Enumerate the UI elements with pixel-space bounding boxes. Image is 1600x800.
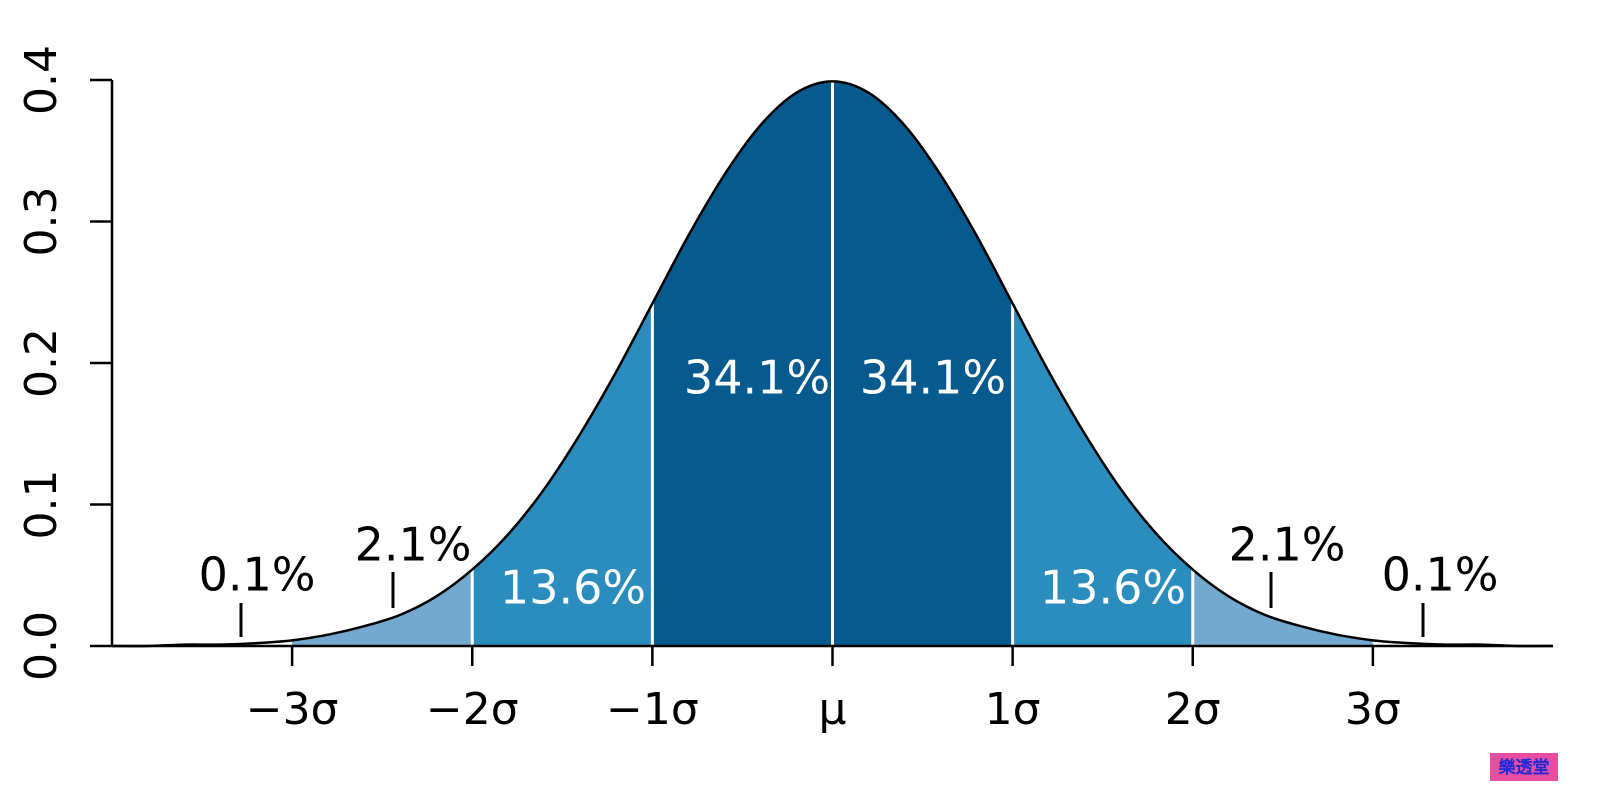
region-label: 13.6% (500, 561, 646, 615)
x-tick-label: 3σ (1345, 684, 1401, 735)
region-label: 34.1% (684, 351, 830, 405)
region-label: 0.1% (199, 548, 316, 602)
y-tick-label: 0.4 (16, 45, 67, 115)
x-tick-label: 1σ (985, 684, 1041, 735)
density-curve (111, 80, 1554, 648)
x-tick-label: μ (819, 684, 847, 735)
watermark-box (1490, 753, 1558, 781)
x-tick-label: −1σ (606, 684, 699, 735)
region-label: 2.1% (1229, 518, 1346, 572)
region-label: 0.1% (1382, 548, 1499, 602)
x-tick-label: 2σ (1165, 684, 1221, 735)
region-label: 2.1% (355, 518, 472, 572)
y-tick-label: 0.2 (16, 328, 67, 398)
watermark: 樂透堂 (1499, 757, 1550, 778)
y-tick-label: 0.3 (16, 187, 67, 257)
y-tick-label: 0.0 (16, 611, 67, 681)
y-tick-label: 0.1 (16, 470, 67, 540)
x-tick-label: −2σ (426, 684, 519, 735)
region-label: 13.6% (1040, 561, 1186, 615)
region-label: 34.1% (860, 351, 1006, 405)
x-tick-label: −3σ (246, 684, 339, 735)
